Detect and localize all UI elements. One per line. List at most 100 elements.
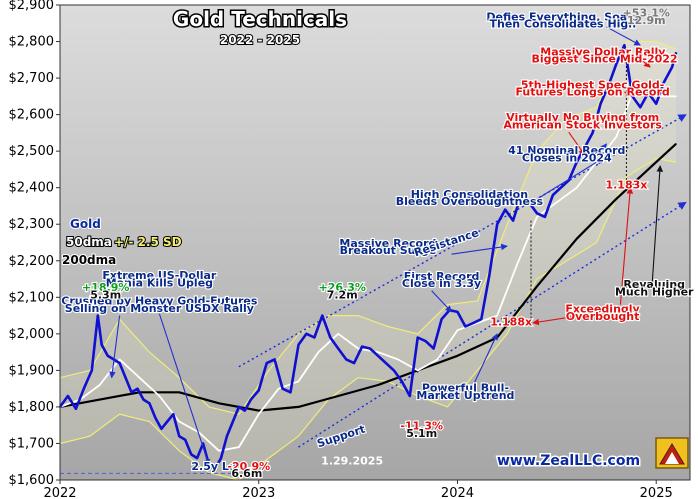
annotation-arrow: [568, 131, 586, 156]
point-gold: [83, 388, 85, 390]
annotation-arrow: [526, 157, 604, 206]
support-trendline: [298, 201, 687, 448]
legend-50dma-label: 50dma: [66, 235, 112, 249]
point-gold: [607, 84, 610, 86]
annotation-label: 41 Nominal Record: [508, 144, 625, 157]
point-50dma: [635, 81, 637, 83]
annotation-label: Exceedingly: [565, 303, 639, 316]
point-50dma: [675, 95, 677, 97]
annotation-label: 7.2m: [327, 288, 358, 301]
point-gold: [655, 103, 657, 105]
point-gold: [101, 344, 103, 346]
point-gold: [297, 344, 300, 346]
point-50dma: [218, 450, 220, 452]
x-tick-label: 2025: [640, 486, 673, 499]
annotation-label: Closes in 2024: [522, 151, 612, 164]
annotation-arrow: [619, 187, 634, 305]
annotation-arrow: [651, 165, 664, 283]
point-gold: [250, 399, 252, 401]
point-gold: [536, 212, 538, 214]
point-gold: [584, 146, 586, 149]
point-50dma: [576, 187, 578, 189]
annotation-label: 1.183x: [605, 178, 647, 191]
x-tick-label: 2022: [43, 486, 76, 499]
point-gold: [220, 457, 222, 459]
legend-200dma-label: 200dma: [62, 253, 116, 267]
series-line-50dma: [59, 80, 677, 452]
point-gold: [337, 347, 339, 350]
annotation-label: Breakout Surge: [340, 244, 437, 257]
point-gold: [274, 358, 276, 361]
point-50dma: [536, 216, 538, 218]
point-gold: [136, 388, 139, 390]
annotation-label: 1.188x: [490, 315, 532, 328]
y-tick-label: $2,700: [9, 71, 55, 86]
zeal-logo: [655, 437, 689, 469]
annotation-arrow: [109, 315, 121, 379]
annotation-arrow: [158, 313, 211, 467]
annotation-label: High Consolidation: [411, 188, 528, 201]
point-gold: [417, 336, 419, 339]
annotation-label: Bleeds Overboughtness: [396, 195, 544, 208]
point-gold: [576, 161, 578, 163]
y-tick-label: $2,600: [9, 108, 55, 123]
point-200dma: [576, 238, 578, 240]
annotation-label: -20.9%: [227, 460, 270, 473]
point-gold: [214, 468, 216, 470]
annotation-label: Market Uptrend: [416, 389, 514, 402]
point-50dma: [377, 351, 379, 353]
annotation-label: Massive Dollar Rally,: [540, 45, 669, 58]
annotation-label: Then Consolidates High: [489, 18, 636, 31]
point-gold: [528, 201, 530, 203]
point-gold: [124, 377, 127, 379]
sd-band-fill: [60, 41, 677, 480]
annotation-label: 5.1m: [406, 427, 437, 440]
y-tick-label: $2,500: [9, 144, 55, 159]
point-50dma: [357, 347, 359, 350]
point-gold: [480, 318, 482, 320]
annotation-label: 5th-Highest Spec Gold-: [521, 78, 665, 91]
y-tick-label: $2,100: [9, 290, 55, 305]
annotation-label: Close in 3.3y: [402, 277, 481, 290]
annotation-label: Virtually No Buying from: [506, 111, 659, 124]
resistance-trendline: [238, 114, 687, 368]
point-gold: [425, 340, 427, 342]
point-50dma: [99, 384, 101, 386]
point-50dma: [178, 420, 180, 423]
point-gold: [504, 209, 506, 211]
point-gold: [409, 395, 411, 397]
legend-sd-label: +/- 2.5 SD: [114, 235, 182, 249]
point-50dma: [119, 358, 121, 361]
trendline-layer: [60, 114, 687, 474]
annotation-arrow-layer: [109, 26, 664, 467]
point-gold: [289, 391, 292, 393]
annotation-label: 5.3m: [90, 288, 121, 301]
point-gold: [281, 388, 284, 390]
annotation-arrow: [472, 333, 498, 386]
y-tick-label: $1,700: [9, 436, 55, 451]
annotation-label: Defies Everything, Soars: [486, 10, 639, 23]
point-gold: [130, 391, 133, 393]
point-50dma: [238, 446, 240, 448]
annotation-label: +18.9%: [82, 281, 129, 294]
point-gold: [592, 132, 594, 134]
annotation-label: Massive Record: [339, 237, 436, 250]
y-tick-label: $2,800: [9, 35, 55, 50]
y-axis: $1,600 $1,700 $1,800 $1,900 $2,000 $2,100 $2,2…: [9, 0, 60, 488]
chart-title: Gold Technicals: [173, 7, 347, 31]
annotation-label: Mania Kills Upleg: [106, 276, 213, 289]
point-gold: [361, 346, 363, 348]
annotation-label: American Stock Investors: [503, 119, 662, 132]
point-gold: [377, 355, 379, 357]
point-gold: [369, 347, 371, 350]
point-gold: [142, 399, 145, 401]
point-gold: [178, 435, 180, 437]
point-200dma: [258, 409, 260, 412]
plot-background: [60, 5, 690, 480]
point-gold: [345, 358, 347, 361]
annotation-label: Biggest Since Mid-2022: [531, 53, 677, 66]
point-200dma: [99, 399, 101, 401]
point-gold: [160, 428, 162, 430]
annotation-label: Revaluing: [623, 278, 685, 291]
point-gold: [440, 318, 443, 320]
